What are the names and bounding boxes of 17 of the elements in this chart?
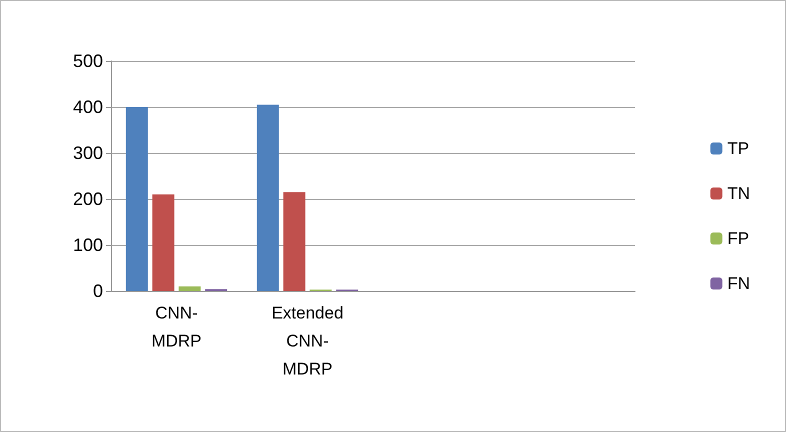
bar bbox=[283, 192, 306, 291]
legend-label: TN bbox=[727, 184, 750, 203]
y-tick-label: 0 bbox=[92, 281, 103, 301]
y-tick-label: 500 bbox=[72, 51, 103, 71]
legend-label: FP bbox=[727, 229, 750, 248]
legend-label: TP bbox=[727, 139, 750, 158]
y-tick-label: 400 bbox=[72, 97, 103, 117]
bar bbox=[126, 107, 148, 291]
x-tick-label: CNN-MDRP bbox=[151, 304, 202, 350]
bar bbox=[256, 104, 279, 291]
x-tick-label: Extended CNN-MDRP bbox=[272, 304, 344, 378]
y-tick-label: 300 bbox=[72, 143, 103, 163]
y-tick-label: 100 bbox=[72, 235, 103, 255]
y-tick-label: 200 bbox=[72, 189, 103, 209]
bar bbox=[152, 194, 174, 291]
legend-label: FN bbox=[727, 274, 750, 293]
bar bbox=[178, 286, 201, 291]
